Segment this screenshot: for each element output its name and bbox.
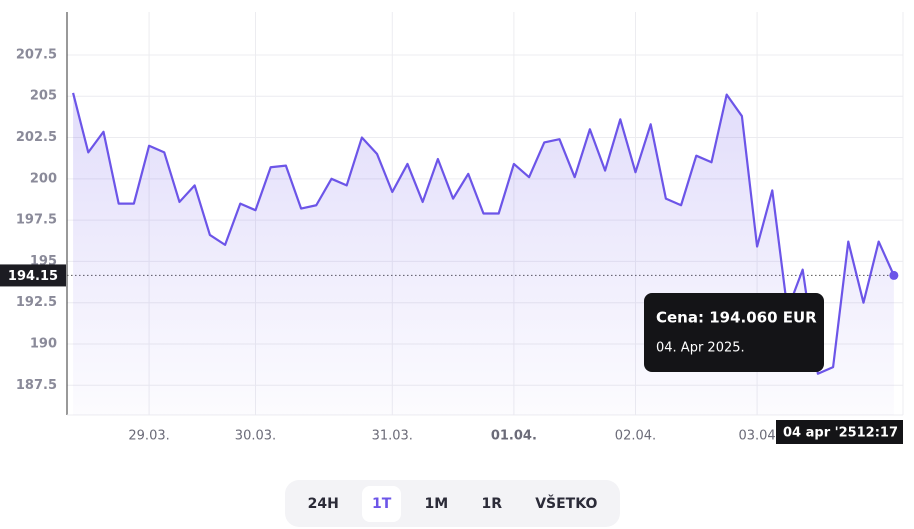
last-price-label: 194.15 xyxy=(8,269,58,284)
price-line xyxy=(72,92,895,375)
crosshair-date: 04 apr '25 xyxy=(783,426,857,441)
tooltip-date: 04. Apr 2025. xyxy=(656,341,745,356)
x-tick-label: 03.04 xyxy=(738,429,775,444)
y-tick-label: 202.5 xyxy=(16,130,57,145)
range-button[interactable]: VŠETKO xyxy=(535,495,598,512)
x-tick-label: 30.03. xyxy=(235,429,276,444)
y-tick-label: 200 xyxy=(30,171,57,186)
x-tick-label: 02.04. xyxy=(615,429,656,444)
y-tick-label: 192.5 xyxy=(16,295,57,310)
last-price-box xyxy=(0,264,66,287)
x-tick-label: 31.03. xyxy=(372,429,413,444)
tooltip xyxy=(644,293,824,372)
tooltip-title: Cena: 194.060 EUR xyxy=(656,309,817,327)
range-button[interactable]: 1R xyxy=(481,495,502,512)
x-tick-label: 01.04. xyxy=(491,429,537,444)
range-button[interactable]: 24H xyxy=(307,495,339,512)
range-button[interactable]: 1M xyxy=(424,495,449,512)
x-tick-label: 29.03. xyxy=(128,429,169,444)
y-tick-label: 205 xyxy=(30,89,57,104)
range-selector: 24H 1T 1M 1R VŠETKO xyxy=(285,480,620,527)
crosshair-time: 12:17 xyxy=(857,426,898,441)
last-point xyxy=(889,270,899,280)
y-tick-label: 187.5 xyxy=(16,378,57,393)
y-tick-label: 197.5 xyxy=(16,213,57,228)
y-tick-label: 190 xyxy=(30,336,57,351)
chart: 187.5190192.5195197.5200202.5205207.529.… xyxy=(0,12,904,444)
crosshair-box xyxy=(776,420,903,444)
range-button[interactable]: 1T xyxy=(362,485,402,522)
y-tick-label: 207.5 xyxy=(16,47,57,62)
